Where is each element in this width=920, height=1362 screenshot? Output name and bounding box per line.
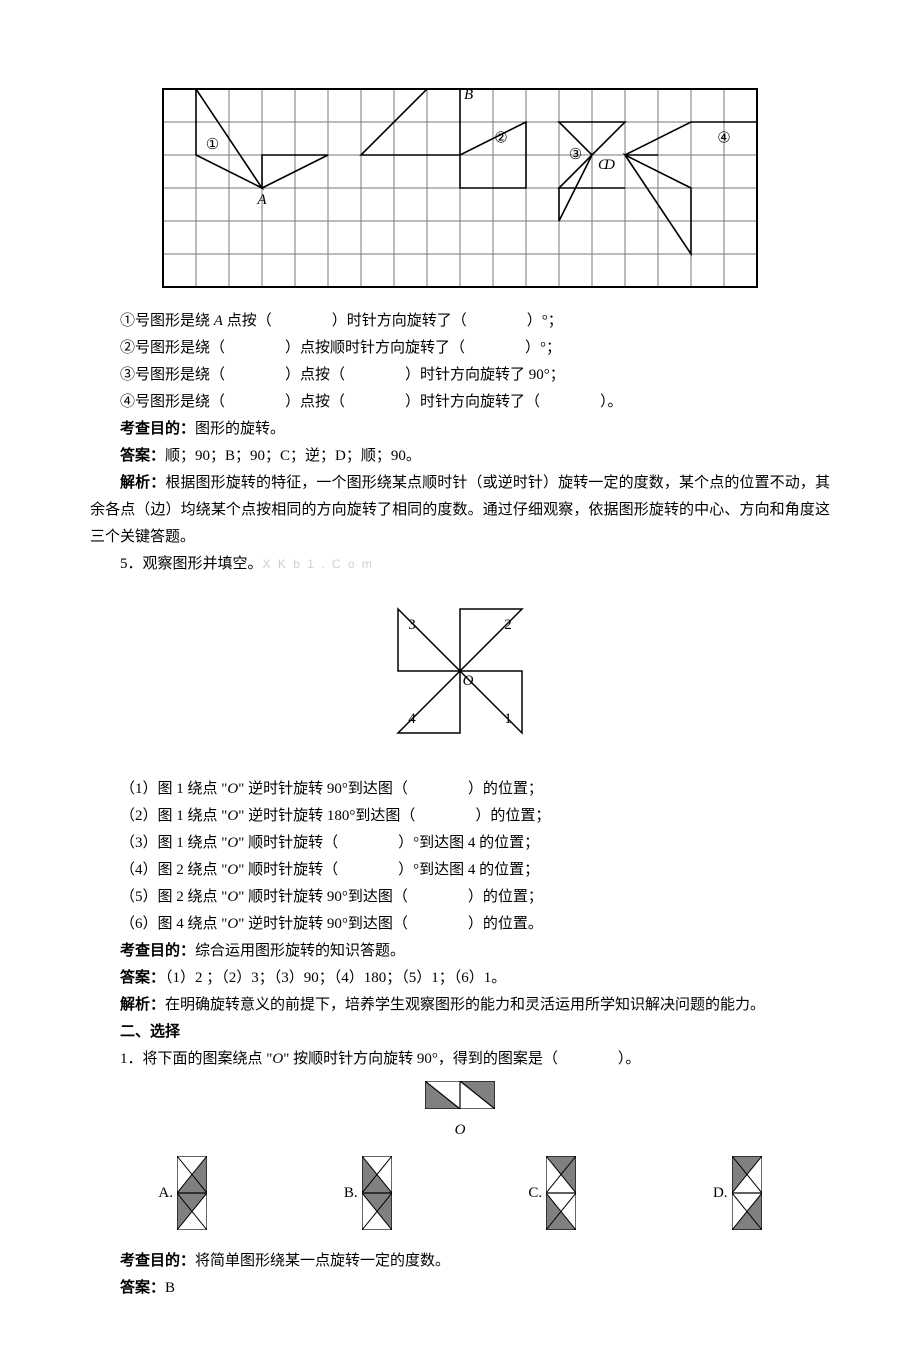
section2-heading: 二、选择 <box>90 1019 830 1046</box>
q4-line-4: ④号图形是绕（）点按（）时针方向旋转了（）。 <box>120 389 830 416</box>
svg-text:4: 4 <box>408 711 416 727</box>
s2-options: A. B. C. D. <box>90 1156 830 1230</box>
option-d-figure <box>732 1156 762 1230</box>
q4-line-1: ①号图形是绕 A 点按（）时针方向旋转了（）°； <box>120 308 830 335</box>
option-b-figure <box>362 1156 392 1230</box>
option-c-figure <box>546 1156 576 1230</box>
q5-s1: （1）图 1 绕点 "O" 逆时针旋转 90°到达图（）的位置； <box>120 776 830 803</box>
q4-line-2: ②号图形是绕（）点按顺时针方向旋转了（）°； <box>120 335 830 362</box>
pinwheel-diagram: 1 2 3 4 O <box>375 586 545 756</box>
stem-diagram <box>425 1081 495 1109</box>
q5-answer: 答案：（1）2 ；（2）3；（3）90；（4）180；（5）1；（6）1。 <box>90 965 830 992</box>
q5-s6: （6）图 4 绕点 "O" 逆时针旋转 90°到达图（）的位置。 <box>120 911 830 938</box>
q5-purpose: 考查目的：综合运用图形旋转的知识答题。 <box>90 938 830 965</box>
svg-text:3: 3 <box>408 617 416 633</box>
svg-text:D: D <box>603 157 615 173</box>
s2-answer: 答案：B <box>90 1275 830 1302</box>
q4-grid-figure: ABCD①②③④ <box>90 88 830 298</box>
q5-pinwheel-figure: 1 2 3 4 O <box>90 586 830 766</box>
watermark-text: X K b 1 . C o m <box>263 557 374 571</box>
q4-analysis: 解析：根据图形旋转的特征，一个图形绕某点顺时针（或逆时针）旋转一定的度数，某个点… <box>90 470 830 551</box>
svg-text:2: 2 <box>504 617 512 633</box>
svg-text:B: B <box>464 88 473 103</box>
svg-text:③: ③ <box>569 147 582 163</box>
q5-s3: （3）图 1 绕点 "O" 顺时针旋转（）°到达图 4 的位置； <box>120 830 830 857</box>
s2-stem-figure: O <box>90 1081 830 1144</box>
svg-text:A: A <box>256 192 267 208</box>
option-a: A. <box>158 1156 207 1230</box>
q5-heading-row: 5．观察图形并填空。X K b 1 . C o m <box>90 551 830 578</box>
q5-s5: （5）图 2 绕点 "O" 顺时针旋转 90°到达图（）的位置； <box>120 884 830 911</box>
q4-lines: ①号图形是绕 A 点按（）时针方向旋转了（）°； ②号图形是绕（）点按顺时针方向… <box>90 308 830 416</box>
option-c: C. <box>528 1156 576 1230</box>
svg-text:1: 1 <box>504 711 512 727</box>
s2-purpose: 考查目的：将简单图形绕某一点旋转一定的度数。 <box>90 1248 830 1275</box>
grid-diagram: ABCD①②③④ <box>162 88 758 288</box>
svg-text:④: ④ <box>717 131 730 147</box>
q5-heading: 5．观察图形并填空。 <box>120 556 263 572</box>
option-b: B. <box>344 1156 392 1230</box>
option-a-figure <box>177 1156 207 1230</box>
svg-text:O: O <box>463 673 474 689</box>
stem-o-label: O <box>90 1117 830 1144</box>
q5-analysis: 解析：在明确旋转意义的前提下，培养学生观察图形的能力和灵活运用所学知识解决问题的… <box>90 992 830 1019</box>
q4-answer: 答案：顺；90；B；90；C；逆；D；顺；90。 <box>90 443 830 470</box>
q4-line-3: ③号图形是绕（）点按（）时针方向旋转了 90°； <box>120 362 830 389</box>
option-d: D. <box>713 1156 762 1230</box>
svg-text:②: ② <box>494 131 507 147</box>
q5-s2: （2）图 1 绕点 "O" 逆时针旋转 180°到达图（）的位置； <box>120 803 830 830</box>
s2-q1-text: 1．将下面的图案绕点 "O" 按顺时针方向旋转 90°，得到的图案是（）。 <box>90 1046 830 1073</box>
svg-text:①: ① <box>206 137 219 153</box>
q5-s4: （4）图 2 绕点 "O" 顺时针旋转（）°到达图 4 的位置； <box>120 857 830 884</box>
q5-lines: （1）图 1 绕点 "O" 逆时针旋转 90°到达图（）的位置； （2）图 1 … <box>90 776 830 938</box>
q4-purpose: 考查目的：图形的旋转。 <box>90 416 830 443</box>
